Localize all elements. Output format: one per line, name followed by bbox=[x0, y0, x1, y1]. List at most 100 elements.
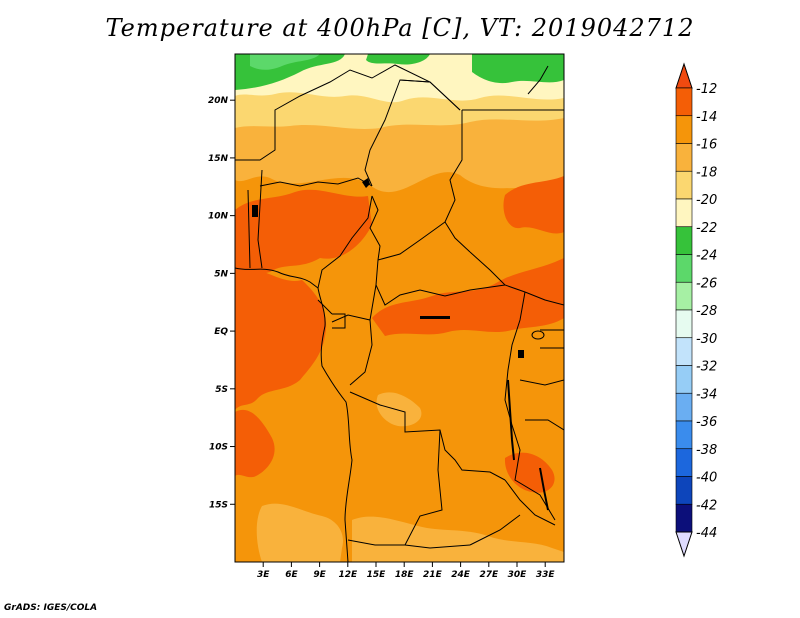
lake-malawi bbox=[539, 467, 549, 511]
colorbar-label: -42 bbox=[696, 498, 717, 513]
border-drc-east bbox=[504, 291, 556, 521]
border-tanzania bbox=[519, 379, 564, 431]
credit-label: GrADS: IGES/COLA bbox=[4, 603, 98, 613]
lon-tick-label: 27E bbox=[479, 570, 499, 580]
colorbar: -12 -14 -16 -18 -20 -22 -24 -26 -28 -30 -32 -34 -36 -… bbox=[675, 62, 717, 558]
field-band-24-east bbox=[472, 54, 564, 84]
border-nigeria-cameroon bbox=[317, 195, 373, 289]
lake-tanganyika bbox=[507, 379, 515, 461]
lon-tick-label: 18E bbox=[395, 570, 415, 580]
colorbar-segment bbox=[675, 420, 693, 450]
border-drc-angola bbox=[349, 391, 506, 481]
lat-tick-label: 15N bbox=[208, 154, 229, 164]
lat-tick-label: EQ bbox=[214, 327, 228, 337]
colorbar-segment bbox=[675, 143, 693, 172]
field-warm-northeast bbox=[503, 176, 564, 234]
border-cameroon-chad bbox=[369, 195, 381, 261]
field-cool-south bbox=[352, 516, 564, 562]
colorbar-label: -20 bbox=[696, 193, 717, 208]
longitude-axis: 3E 6E 9E 12E 15E 18E 21E 24E 27E 30E 33E bbox=[257, 562, 555, 580]
country-borders bbox=[235, 64, 564, 562]
border-car-cameroon bbox=[375, 259, 506, 306]
lon-tick-label: 9E bbox=[313, 570, 326, 580]
colorbar-segment bbox=[675, 309, 693, 339]
border-chad-sudan bbox=[444, 110, 471, 253]
colorbar-segment bbox=[675, 503, 693, 533]
field-band-24-center bbox=[366, 54, 430, 65]
colorbar-segment bbox=[675, 226, 693, 255]
colorbar-segment bbox=[675, 365, 693, 394]
lake-chad bbox=[362, 178, 370, 188]
colorbar-segment bbox=[675, 281, 693, 311]
colorbar-segment bbox=[675, 448, 693, 477]
border-mali-niger bbox=[235, 135, 276, 161]
lake-kivu bbox=[518, 350, 524, 358]
lon-tick-label: 6E bbox=[285, 570, 298, 580]
border-algeria-niger bbox=[274, 64, 461, 135]
chart-title: Temperature at 400hPa [C], VT: 201904271… bbox=[105, 14, 695, 42]
border-benin-togo bbox=[247, 169, 263, 269]
field-warm-southwest bbox=[235, 409, 275, 478]
colorbar-segment bbox=[675, 254, 693, 283]
border-gabon bbox=[317, 299, 346, 329]
colorbar-segment bbox=[675, 87, 693, 117]
lat-tick-label: 20N bbox=[208, 96, 229, 106]
temperature-field bbox=[235, 54, 564, 562]
colorbar-label: -22 bbox=[696, 221, 717, 236]
border-namibia bbox=[347, 539, 471, 549]
field-band-26-west bbox=[250, 54, 320, 70]
border-congo-car bbox=[331, 284, 377, 386]
field-warm-west bbox=[235, 189, 372, 274]
lake-central bbox=[420, 316, 450, 319]
lon-tick-label: 30E bbox=[508, 570, 528, 580]
lat-tick-label: 15S bbox=[209, 500, 228, 510]
lon-tick-label: 15E bbox=[367, 570, 387, 580]
colorbar-top-arrow bbox=[675, 62, 693, 89]
lat-tick-label: 5N bbox=[214, 269, 228, 279]
colorbar-label: -26 bbox=[696, 276, 717, 291]
border-chad-car bbox=[377, 221, 446, 261]
coastline-west bbox=[235, 267, 353, 562]
colorbar-segment bbox=[675, 337, 693, 366]
map-frame bbox=[234, 53, 565, 563]
lat-tick-label: 10N bbox=[208, 212, 229, 222]
colorbar-label: -28 bbox=[696, 304, 717, 319]
lakes bbox=[252, 178, 549, 511]
colorbar-segment bbox=[675, 198, 693, 228]
border-niger-nigeria bbox=[259, 177, 373, 187]
lon-tick-label: 3E bbox=[257, 570, 270, 580]
colorbar-label: -12 bbox=[696, 82, 717, 97]
colorbar-label: -14 bbox=[696, 110, 717, 125]
colorbar-label: -30 bbox=[696, 332, 717, 347]
colorbar-label: -38 bbox=[696, 443, 717, 458]
colorbar-label: -44 bbox=[696, 526, 717, 541]
field-warm-coast bbox=[235, 267, 327, 410]
colorbar-segment bbox=[675, 170, 693, 200]
colorbar-segment bbox=[675, 115, 693, 144]
colorbar-label: -36 bbox=[696, 415, 717, 430]
field-cool-center bbox=[376, 392, 422, 427]
lat-tick-label: 5S bbox=[215, 385, 228, 395]
lake-volta bbox=[252, 205, 258, 217]
border-angola-zambia bbox=[404, 429, 443, 546]
border-uganda-kenya bbox=[524, 291, 564, 349]
border-car-sudan bbox=[469, 251, 526, 293]
red-sea-coast bbox=[527, 65, 549, 95]
lon-tick-label: 12E bbox=[338, 570, 358, 580]
colorbar-label: -16 bbox=[696, 138, 717, 153]
lon-tick-label: 24E bbox=[451, 570, 471, 580]
lon-tick-label: 33E bbox=[536, 570, 556, 580]
field-cool-southwest bbox=[256, 503, 344, 562]
colorbar-label: -18 bbox=[696, 165, 717, 180]
colorbar-segment bbox=[675, 476, 693, 505]
border-zambia-malawi bbox=[469, 479, 556, 546]
colorbar-label: -34 bbox=[696, 387, 717, 402]
lake-victoria bbox=[531, 330, 545, 340]
colorbar-label: -40 bbox=[696, 471, 717, 486]
colorbar-segment bbox=[675, 392, 693, 422]
lat-tick-label: 10S bbox=[209, 443, 228, 453]
lon-tick-label: 21E bbox=[423, 570, 443, 580]
border-libya-chad bbox=[399, 79, 461, 111]
colorbar-bottom-arrow bbox=[675, 531, 693, 558]
